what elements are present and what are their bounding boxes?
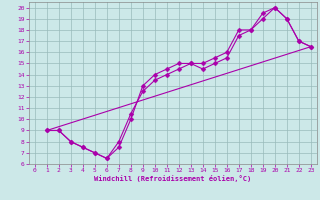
X-axis label: Windchill (Refroidissement éolien,°C): Windchill (Refroidissement éolien,°C) bbox=[94, 175, 252, 182]
